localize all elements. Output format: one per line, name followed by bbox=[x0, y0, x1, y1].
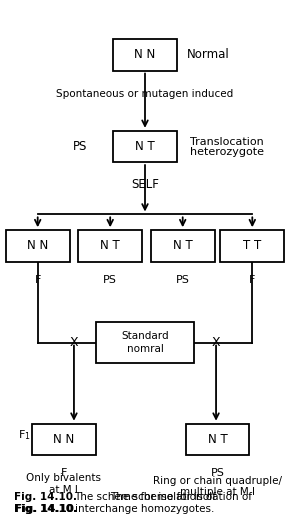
Text: N T: N T bbox=[135, 140, 155, 153]
Text: PS: PS bbox=[211, 468, 224, 478]
Text: Translocation: Translocation bbox=[190, 137, 264, 147]
Text: N T: N T bbox=[173, 240, 193, 252]
Text: Normal: Normal bbox=[187, 49, 230, 61]
Text: Ring or chain quadruple/
multiple at M I: Ring or chain quadruple/ multiple at M I bbox=[153, 475, 282, 497]
Text: PS: PS bbox=[176, 275, 190, 285]
Text: The scheme for isolation of: The scheme for isolation of bbox=[110, 492, 252, 502]
Text: The scheme for isolation of: The scheme for isolation of bbox=[74, 492, 216, 502]
Text: Fig. 14.10.: Fig. 14.10. bbox=[14, 504, 77, 514]
Text: SELF: SELF bbox=[131, 178, 159, 190]
Text: F: F bbox=[61, 468, 67, 478]
FancyBboxPatch shape bbox=[78, 230, 142, 262]
Text: X: X bbox=[70, 336, 78, 349]
Text: F$_1$: F$_1$ bbox=[18, 428, 31, 442]
Text: F: F bbox=[249, 275, 255, 285]
FancyBboxPatch shape bbox=[151, 230, 215, 262]
Text: interchange homozygotes.: interchange homozygotes. bbox=[75, 504, 215, 514]
Text: Fig. 14.10.: Fig. 14.10. bbox=[14, 492, 77, 502]
Text: Standard
nomral: Standard nomral bbox=[121, 332, 169, 354]
Text: N N: N N bbox=[53, 433, 75, 446]
FancyBboxPatch shape bbox=[6, 230, 70, 262]
Text: PS: PS bbox=[72, 140, 87, 153]
Text: heterozygote: heterozygote bbox=[190, 146, 264, 157]
Text: Only bivalents
at M I: Only bivalents at M I bbox=[26, 473, 101, 495]
Text: T T: T T bbox=[243, 240, 261, 252]
FancyBboxPatch shape bbox=[96, 322, 194, 363]
FancyBboxPatch shape bbox=[113, 131, 177, 162]
FancyBboxPatch shape bbox=[113, 39, 177, 71]
Text: Fig. 14.10.: Fig. 14.10. bbox=[15, 504, 78, 514]
Text: N N: N N bbox=[134, 49, 156, 61]
Text: PS: PS bbox=[103, 275, 117, 285]
Text: X: X bbox=[212, 336, 220, 349]
FancyBboxPatch shape bbox=[186, 424, 249, 455]
Text: Spontaneous or mutagen induced: Spontaneous or mutagen induced bbox=[56, 89, 234, 99]
FancyBboxPatch shape bbox=[32, 424, 96, 455]
Text: F: F bbox=[35, 275, 41, 285]
Text: N N: N N bbox=[27, 240, 48, 252]
Text: N T: N T bbox=[208, 433, 227, 446]
Text: N T: N T bbox=[100, 240, 120, 252]
FancyBboxPatch shape bbox=[220, 230, 284, 262]
